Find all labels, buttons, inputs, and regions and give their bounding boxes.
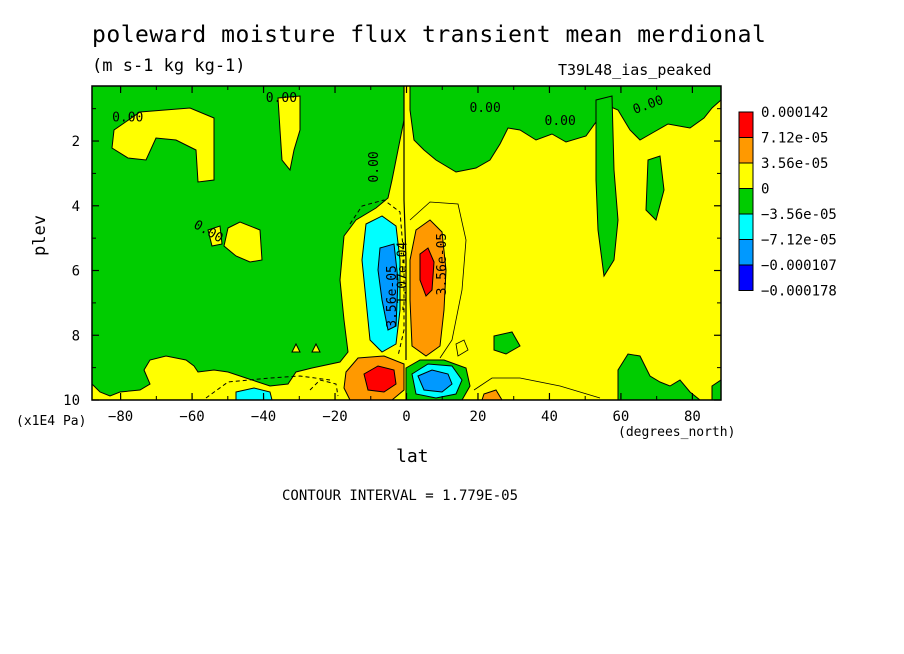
x-axis-label: lat [396, 446, 429, 467]
thin-contour-3 [455, 339, 469, 357]
contour-label: -1.07e-04 [396, 242, 411, 313]
x-tick-label: −80 [108, 409, 133, 425]
contour-label: 0.00 [367, 151, 382, 182]
colorbar-label: −0.000107 [761, 258, 837, 274]
colorbar-swatch [738, 137, 754, 164]
y-axis: 2 4 6 8 10 [63, 108, 721, 409]
field-green-east-small [493, 331, 521, 355]
contour-interval: CONTOUR INTERVAL = 1.779E-05 [282, 488, 519, 504]
y-tick-label: 10 [63, 393, 80, 409]
colorbar-label: 0 [761, 182, 769, 198]
contour-label: 0.00 [469, 101, 500, 116]
field-green-far-east-low [711, 379, 721, 400]
field-yellow-west-island [111, 107, 215, 183]
x-tick-label: 20 [470, 409, 487, 425]
contour-label: 0.00 [545, 114, 576, 129]
field-green-east-low [617, 353, 701, 400]
field-yellow-west-low [223, 221, 263, 263]
chart-title: poleward moisture flux transient mean me… [92, 22, 767, 48]
field-green-east-bar [595, 95, 619, 278]
run-id: T39L48_ias_peaked [558, 61, 712, 79]
contour-label: 0.00 [112, 111, 143, 126]
colorbar-label: −7.12e-05 [761, 233, 837, 249]
colorbar-swatch [738, 188, 754, 215]
x-tick-label: 40 [541, 409, 558, 425]
field-green-east-right [645, 155, 665, 221]
colorbar-swatch [738, 162, 754, 189]
x-axis: −80 −60 −40 −20 0 20 40 60 80 [108, 86, 701, 425]
x-units-label: (degrees_north) [618, 425, 736, 440]
field-green-east-top [409, 86, 721, 173]
y-tick-label: 8 [72, 328, 80, 344]
field-blue-column [377, 243, 399, 331]
colorbar: 0.000142 7.12e-05 3.56e-05 0 −3.56e-05 −7.12e… [738, 105, 837, 300]
colorbar-label: 7.12e-05 [761, 131, 828, 147]
thin-contour-2 [473, 377, 601, 399]
colorbar-swatch [738, 264, 754, 291]
colorbar-label: −0.000178 [761, 284, 837, 300]
y-tick-label: 2 [72, 134, 80, 150]
marker-triangle-1 [291, 342, 301, 353]
dashed-contour-1 [349, 199, 405, 357]
colorbar-label: −3.56e-05 [761, 207, 837, 223]
field-orange-east-low [481, 389, 503, 400]
x-tick-label: 80 [684, 409, 701, 425]
x-tick-label: −60 [179, 409, 204, 425]
y-tick-label: 4 [72, 199, 80, 215]
colorbar-label: 0.000142 [761, 105, 828, 121]
field-yellow-east-left [207, 225, 223, 247]
field-yellow-west-mid [277, 95, 301, 172]
field-blue-surface [417, 369, 453, 393]
field-red-column [419, 247, 435, 297]
x-tick-label: 60 [613, 409, 630, 425]
zero-contour-equator [403, 86, 407, 360]
contour-label: 3.56e-05 [435, 233, 450, 296]
colorbar-label: 3.56e-05 [761, 156, 828, 172]
colorbar-swatch [738, 213, 754, 240]
dashed-contour-3 [309, 379, 339, 397]
chart-units: (m s-1 kg kg-1) [92, 56, 246, 76]
marker-triangle-2 [311, 342, 321, 353]
y-tick-label: 6 [72, 264, 80, 280]
field-red-surface [363, 365, 397, 393]
contour-label: 0.00 [266, 91, 297, 106]
contour-labels: 0.000.000.000.000.000.000.003.56e-05-1.0… [112, 91, 666, 328]
contour-label: 3.56e-05 [385, 265, 400, 328]
colorbar-swatch [738, 239, 754, 266]
x-tick-label: −40 [251, 409, 276, 425]
x-tick-label: −20 [322, 409, 347, 425]
contour-fill [92, 86, 721, 400]
y-scale-label: (x1E4 Pa) [16, 414, 87, 429]
colorbar-swatch [738, 111, 754, 138]
x-tick-label: 0 [402, 409, 410, 425]
thin-contour-1 [409, 201, 467, 359]
